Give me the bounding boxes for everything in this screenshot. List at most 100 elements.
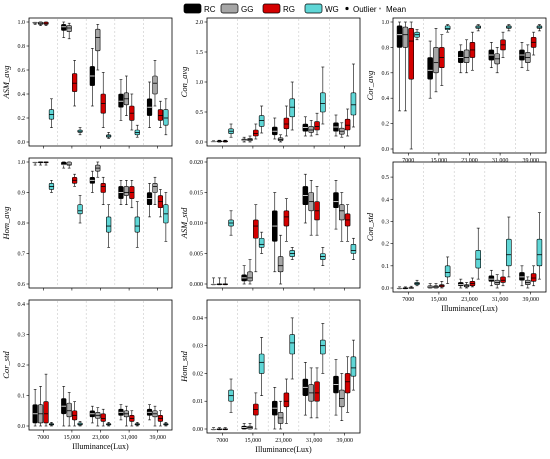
- box-rg: [469, 277, 476, 288]
- box-rg: [500, 31, 506, 58]
- y-tick-label: 0.8: [382, 45, 390, 51]
- box-rg: [100, 176, 106, 205]
- box-body: [457, 282, 464, 287]
- box-gg: [66, 161, 72, 169]
- box-body: [277, 256, 284, 273]
- box-body: [100, 413, 106, 422]
- box-rc: [302, 116, 309, 137]
- box-gg: [463, 282, 470, 289]
- box-gg: [339, 192, 345, 242]
- box-rg: [530, 265, 537, 287]
- box-wg: [258, 105, 265, 134]
- box-body: [118, 93, 124, 108]
- y-tick-label: 0.1: [382, 264, 390, 270]
- box-rc: [146, 183, 153, 218]
- legend-label-wg: WG: [325, 5, 339, 14]
- box-rg: [314, 367, 320, 419]
- box-rg: [100, 72, 106, 128]
- box-rc: [32, 161, 38, 166]
- box-wg: [77, 195, 83, 224]
- x-tick-label: 15,000: [64, 435, 81, 441]
- box-rc: [302, 362, 309, 416]
- box-wg: [258, 337, 265, 396]
- y-tick-label: 0.2: [18, 363, 26, 369]
- x-tick-label: 39,000: [522, 158, 539, 164]
- box-body: [134, 216, 140, 233]
- box-rg: [129, 410, 135, 427]
- box-rg: [72, 173, 78, 187]
- box-gg: [152, 60, 158, 107]
- box-body: [402, 26, 409, 48]
- panel-con_avg: 0.0 0.5 1.0 1.5 2.0 Con_avg: [179, 17, 361, 149]
- legend-label-gg: GG: [241, 5, 253, 14]
- box-rc: [118, 180, 124, 205]
- box-body: [506, 238, 512, 267]
- legend-label-rg: RG: [283, 5, 295, 14]
- box-body: [258, 115, 265, 127]
- box-wg: [77, 421, 83, 427]
- box-wg: [106, 132, 112, 139]
- box-body: [408, 28, 414, 80]
- box-rg: [283, 378, 290, 424]
- legend-swatch-wg: [304, 3, 323, 14]
- box-gg: [216, 139, 223, 143]
- x-tick-label: 31,000: [492, 158, 509, 164]
- box-gg: [463, 39, 470, 74]
- box-body: [536, 238, 543, 267]
- legend-label-rc: RC: [204, 5, 216, 14]
- box-body: [333, 192, 339, 209]
- panel-frame: [28, 157, 173, 289]
- y-tick-label: 0.3: [18, 333, 26, 339]
- box-rc: [210, 427, 217, 431]
- box-rc: [146, 404, 153, 421]
- box-rc: [61, 386, 67, 427]
- box-gg: [37, 21, 44, 26]
- box-body: [350, 92, 357, 116]
- box-wg: [163, 422, 169, 427]
- box-rg: [314, 186, 320, 236]
- box-gg: [277, 234, 284, 285]
- x-tick-label: 31,000: [492, 297, 509, 303]
- y-axis-label: Con_avg: [179, 67, 189, 98]
- x-tick-label: 23,000: [275, 438, 292, 444]
- y-tick-label: 0.0: [18, 140, 26, 146]
- y-tick-label: 0.2: [382, 242, 390, 248]
- y-tick-label: 0.0: [196, 140, 204, 146]
- y-tick-label: 0.8: [18, 221, 26, 227]
- box-rc: [118, 404, 124, 421]
- box-rg: [253, 392, 259, 430]
- box-rc: [519, 265, 525, 287]
- box-rc: [488, 42, 495, 69]
- y-tick-label: 0.4: [18, 92, 26, 98]
- box-rc: [488, 269, 495, 287]
- box-rg: [222, 277, 228, 286]
- box-wg: [536, 212, 543, 280]
- box-body: [77, 204, 83, 215]
- box-body: [350, 244, 357, 254]
- y-axis-label: Con_std: [365, 212, 375, 241]
- box-body: [157, 109, 164, 121]
- box-gg: [525, 44, 531, 71]
- box-body: [66, 402, 72, 418]
- box-rg: [157, 189, 164, 218]
- box-wg: [536, 24, 543, 32]
- box-body: [314, 121, 320, 131]
- box-gg: [433, 283, 439, 289]
- box-wg: [475, 227, 482, 280]
- box-wg: [414, 279, 420, 287]
- box-rg: [72, 60, 78, 107]
- panel-hom_std: 0.00 0.01 0.02 0.03 0.04 Hom_std 7000 15,000 23,…: [179, 299, 361, 454]
- box-rc: [457, 278, 464, 289]
- box-wg: [414, 29, 420, 41]
- y-tick-label: 0.005: [190, 252, 204, 258]
- box-gg: [66, 22, 72, 40]
- box-gg: [402, 21, 409, 112]
- box-rc: [271, 117, 278, 140]
- box-gg: [494, 274, 500, 289]
- y-tick-label: 0.0: [382, 147, 390, 153]
- box-wg: [289, 81, 296, 131]
- y-tick-label: 0.5: [196, 110, 204, 116]
- box-rc: [271, 192, 278, 273]
- y-tick-label: 0.0: [382, 286, 390, 292]
